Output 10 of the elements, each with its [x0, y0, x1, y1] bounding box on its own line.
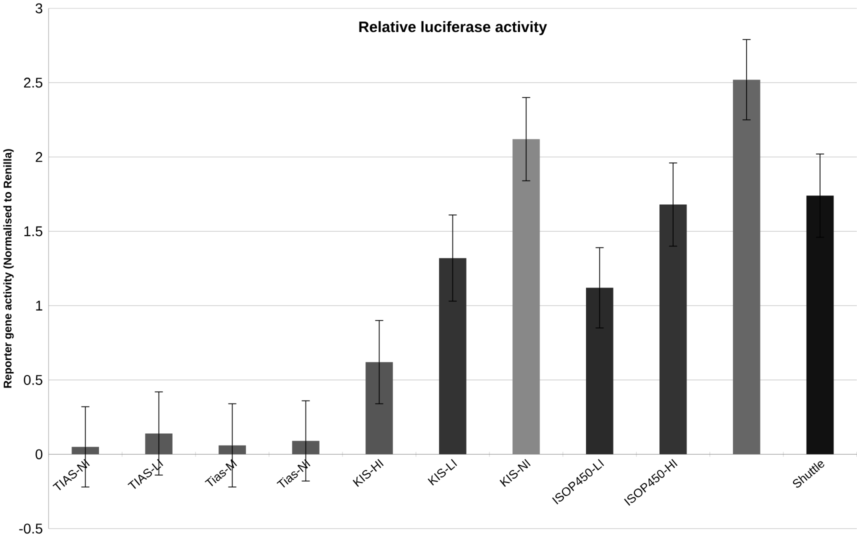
- y-tick-label: 3: [36, 3, 42, 14]
- y-tick-label: 0: [36, 449, 42, 460]
- y-tick-label: -0.5: [19, 524, 42, 534]
- text: Relative luciferase activity: [359, 21, 548, 36]
- y-tick-label: 1: [36, 300, 42, 310]
- y-tick-label: 2: [36, 152, 42, 162]
- y-axis-title: Reporter gene activity (Normalised to Renilla): [3, 149, 14, 388]
- y-tick-label: 2.5: [24, 78, 42, 88]
- y-tick-label: 1.5: [24, 226, 42, 236]
- y-tick-label: 0.5: [24, 374, 42, 385]
